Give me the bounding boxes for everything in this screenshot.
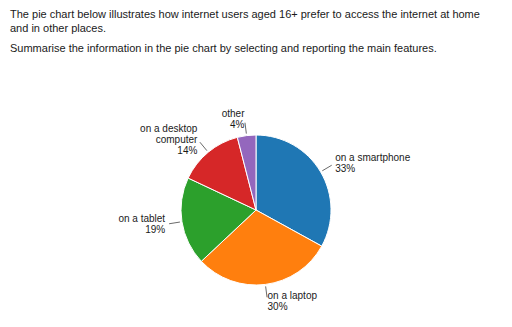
label-value: 19% [145,224,165,235]
connector [200,142,207,150]
data-label: on a tablet19% [118,213,165,235]
label-name: on a desktop [140,123,198,134]
connector [169,222,180,224]
slice [237,135,256,210]
label-value: 30% [268,301,288,312]
label-value: 14% [177,145,197,156]
data-label: other4% [222,108,245,130]
label-name: on a tablet [118,213,165,224]
title: The pie chart below illustrates how inte… [10,8,480,34]
data-label: on a smartphone33% [335,152,410,174]
chart: The pie chart below illustrates how inte… [0,0,512,327]
label-value: 33% [335,163,355,174]
data-label: on a laptop30% [268,290,318,312]
data-label: on a desktopcomputer14% [140,123,198,156]
label-name: on a smartphone [335,152,410,163]
label-name: other [222,108,245,119]
label-name: on a laptop [268,290,318,301]
subtitle-line: Summarise the information in the pie cha… [10,42,437,54]
connector [245,123,246,134]
title-line: and in other places. [10,22,106,34]
label-value: 4% [230,119,245,130]
title-line: The pie chart below illustrates how inte… [10,8,480,20]
connector [322,165,331,171]
subtitle: Summarise the information in the pie cha… [10,42,437,54]
label-name: computer [156,134,198,145]
pie: on a smartphone33% on a laptop30% on a tab… [118,108,410,313]
